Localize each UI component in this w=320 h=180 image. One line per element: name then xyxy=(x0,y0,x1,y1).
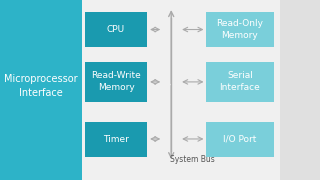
Bar xyxy=(206,12,274,47)
Bar xyxy=(85,62,147,102)
Text: Microprocessor
Interface: Microprocessor Interface xyxy=(4,74,77,98)
Bar xyxy=(280,0,320,180)
Text: I/O Port: I/O Port xyxy=(223,135,257,144)
Text: Serial
Interface: Serial Interface xyxy=(220,71,260,92)
Text: System Bus: System Bus xyxy=(170,155,214,164)
Text: CPU: CPU xyxy=(107,25,125,34)
Text: Read-Write
Memory: Read-Write Memory xyxy=(91,71,141,92)
Text: Timer: Timer xyxy=(103,135,129,144)
Bar xyxy=(206,122,274,157)
Bar xyxy=(85,122,147,157)
Bar xyxy=(0,0,82,180)
Bar xyxy=(85,12,147,47)
Bar xyxy=(206,62,274,102)
Text: Read-Only
Memory: Read-Only Memory xyxy=(217,19,263,40)
